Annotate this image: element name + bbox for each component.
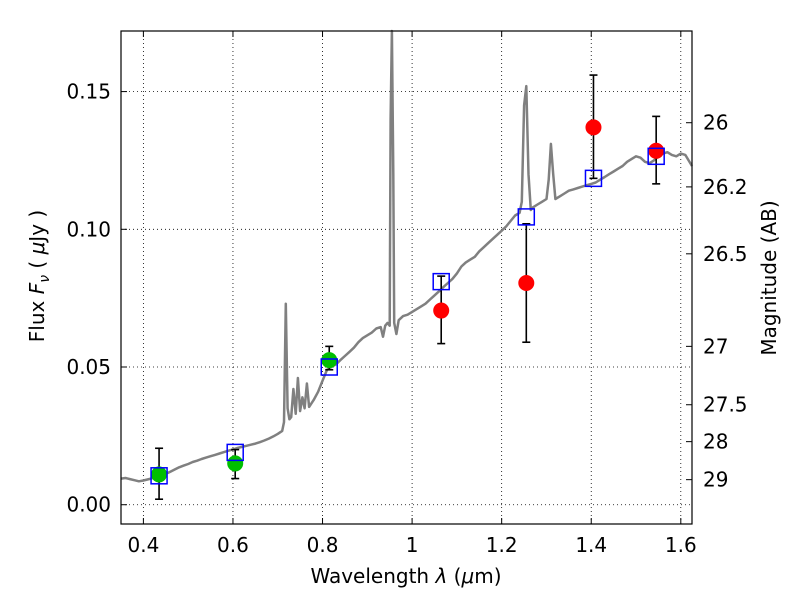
y-right-tick-label: 27	[703, 334, 728, 358]
observed-point	[518, 275, 535, 292]
y-tick-label: 0.15	[66, 80, 111, 104]
y-right-tick-label: 26	[703, 111, 728, 135]
plot-frame	[120, 30, 693, 525]
y-axis-title: Flux Fν ( μJy )	[25, 210, 53, 342]
model-point	[432, 272, 450, 291]
y-right-tick-label: 29	[703, 468, 728, 492]
x-tick-label: 1.4	[575, 533, 607, 557]
x-tick-label: 1	[406, 533, 419, 557]
observed-point	[321, 352, 338, 369]
template-spectrum	[120, 29, 694, 483]
y-tick-label: 0.00	[66, 493, 111, 517]
x-tick-label: 1.2	[486, 533, 518, 557]
observed-point	[648, 142, 665, 159]
y-right-tick-label: 27.5	[703, 393, 748, 417]
x-tick-label: 1.6	[665, 533, 697, 557]
model-point	[647, 147, 665, 166]
model-point	[226, 443, 244, 462]
y-axis-right-title: Magnitude (AB)	[757, 200, 781, 355]
x-axis-title: Wavelength λ (μm)	[310, 564, 501, 588]
x-tick-label: 0.4	[127, 533, 159, 557]
observed-point	[227, 455, 244, 472]
observed-point	[151, 466, 168, 483]
y-right-tick-label: 26.2	[703, 175, 748, 199]
y-right-tick-label: 28	[703, 430, 728, 454]
x-tick-label: 0.8	[307, 533, 339, 557]
model-point	[150, 467, 168, 485]
model-point	[584, 169, 603, 188]
y-right-tick-label: 26.5	[703, 242, 748, 266]
model-points	[150, 147, 665, 485]
x-tick-label: 0.6	[217, 533, 249, 557]
observed-points	[151, 119, 665, 483]
axis-ticks: 0.4 0.6 0.8 1 1.2 1.4 1.6 0.00 0.05 0.10 0.15 26 26.…	[66, 31, 748, 557]
model-point	[517, 208, 536, 226]
observed-point	[433, 302, 450, 319]
plot-area: 0.4 0.6 0.8 1 1.2 1.4 1.6 0.00 0.05 0.10 0.15 26 26.…	[66, 29, 748, 557]
observed-point	[585, 119, 602, 136]
y-tick-label: 0.10	[66, 217, 111, 241]
model-point	[320, 358, 338, 376]
spectrum-line	[120, 29, 694, 483]
y-tick-label: 0.05	[66, 355, 111, 379]
